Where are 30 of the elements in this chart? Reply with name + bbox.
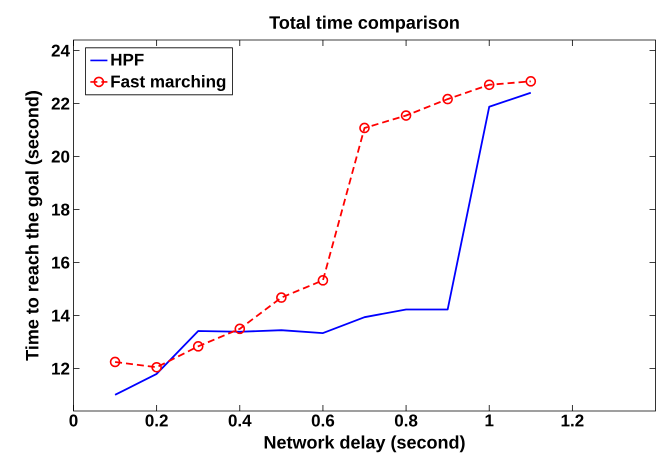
- y-axis-title: Time to reach the goal (second): [25, 91, 42, 361]
- x-tick-label: 1: [486, 414, 494, 426]
- y-tick-label: 18: [52, 204, 70, 216]
- x-tick-label: 0.2: [146, 414, 168, 427]
- y-tick-label: 16: [52, 256, 70, 269]
- point: [525, 76, 536, 87]
- x-tick-label: 0: [69, 414, 78, 427]
- point: [276, 292, 287, 303]
- point: [318, 275, 328, 286]
- point: [151, 362, 162, 373]
- y-tick-label: 20: [52, 150, 70, 163]
- point: [359, 122, 370, 134]
- x-axis-title: Network delay (second): [264, 435, 465, 452]
- point: [192, 341, 204, 352]
- point: [234, 324, 246, 334]
- y-tick-label: 14: [52, 310, 70, 322]
- y-tick-label: 24: [52, 44, 70, 57]
- legend-label: Fast marching: [111, 75, 226, 91]
- point: [110, 356, 120, 368]
- legend-label: HPF: [111, 54, 144, 66]
- x-tick-label: 0.6: [312, 414, 334, 427]
- x-tick-label: 1.2: [562, 414, 584, 426]
- y-tick-label: 12: [52, 362, 70, 375]
- y-tick-label: 22: [52, 98, 70, 110]
- chart-title: Total time comparison: [269, 16, 459, 32]
- x-tick-label: 0.4: [228, 414, 252, 427]
- point: [484, 79, 495, 90]
- point: [442, 94, 453, 104]
- point: [400, 110, 412, 121]
- x-tick-label: 0.8: [394, 414, 418, 427]
